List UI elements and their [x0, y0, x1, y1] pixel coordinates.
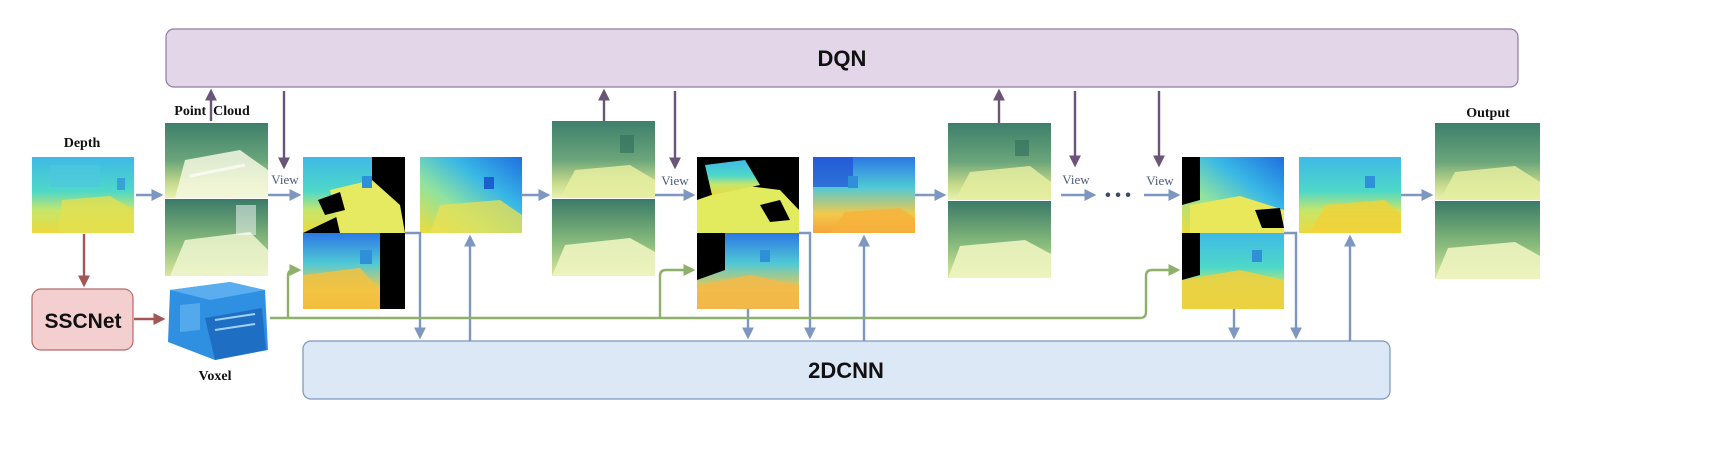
voxel-image [168, 282, 268, 360]
view-image-3b [1182, 233, 1284, 309]
refined-depth-image-1 [420, 157, 522, 233]
view-image-2b [697, 233, 799, 309]
refined-depth-image-2 [813, 157, 915, 233]
view-image-1a [303, 157, 405, 233]
point-cloud-image-1 [165, 123, 268, 198]
arrows-green [270, 264, 1181, 320]
view-label-1: View [271, 172, 299, 187]
arrows-red [78, 234, 166, 325]
dqn-label: DQN [818, 46, 867, 71]
view-label-4: View [1146, 173, 1174, 188]
view-label-3: View [1062, 172, 1090, 187]
sscnet-label: SSCNet [44, 310, 121, 333]
arrows-purple [205, 88, 1165, 170]
view-image-2a [697, 157, 799, 233]
arrows-blue [136, 189, 1434, 341]
point-cloud-image-5 [948, 123, 1051, 200]
refined-depth-image-3 [1299, 157, 1401, 233]
sscnet-block: SSCNet [31, 288, 134, 351]
cnn-block: 2DCNN [302, 340, 1391, 400]
ellipsis: • • • [1105, 187, 1131, 204]
view-label-2: View [661, 173, 689, 188]
view-image-1b [303, 233, 405, 309]
point-cloud-image-2 [165, 199, 268, 276]
point-cloud-image-6 [948, 201, 1051, 278]
point-cloud-image-4 [552, 199, 655, 276]
output-image-2 [1435, 201, 1540, 279]
dqn-block: DQN [165, 28, 1519, 88]
view-image-3a [1182, 157, 1284, 233]
output-label: Output [1466, 106, 1510, 121]
depth-label: Depth [64, 136, 101, 151]
point-cloud-image-3 [552, 121, 655, 198]
depth-image [32, 157, 134, 233]
output-image-1 [1435, 123, 1540, 200]
voxel-label: Voxel [199, 369, 232, 384]
cnn-label: 2DCNN [808, 358, 884, 383]
